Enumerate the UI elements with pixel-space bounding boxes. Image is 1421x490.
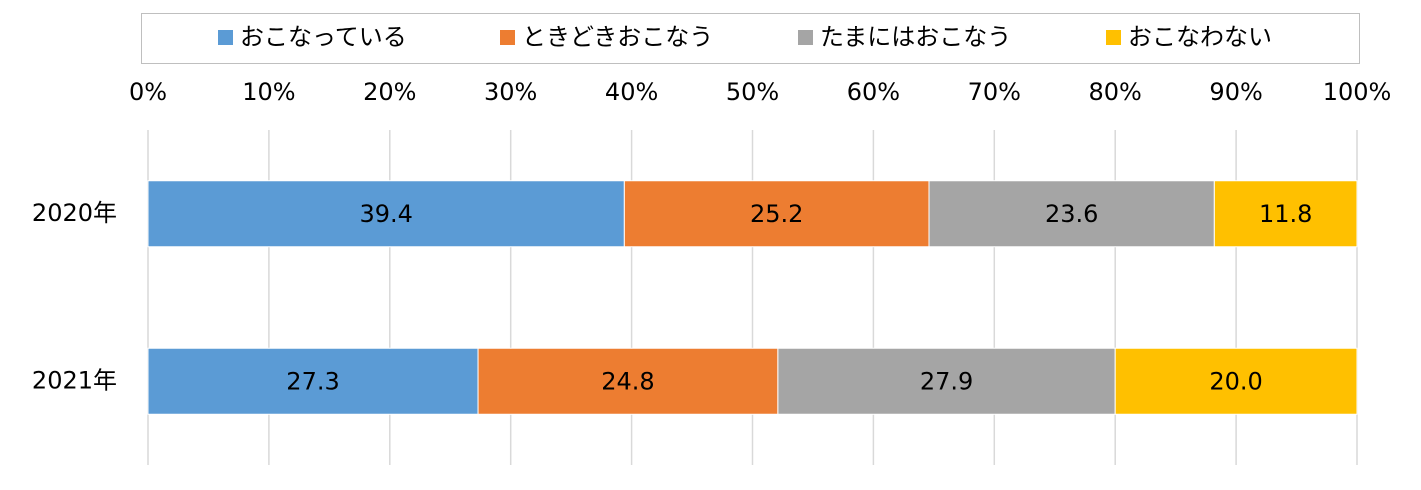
bar-data-label: 27.3 xyxy=(286,367,339,395)
x-tick-label: 0% xyxy=(129,78,167,106)
bar-segment xyxy=(623,180,930,248)
category-labels: 2020年 2021年 xyxy=(32,199,117,395)
legend-box xyxy=(141,13,1360,64)
bar-segment xyxy=(928,180,1215,248)
x-tick-label: 30% xyxy=(484,78,537,106)
bar-data-label: 20.0 xyxy=(1209,367,1262,395)
x-tick-label: 60% xyxy=(847,78,900,106)
bars: 39.4 25.2 23.6 11.8 27.3 24.8 27.9 20.0 xyxy=(147,180,1358,415)
bar-segment xyxy=(1213,180,1358,248)
bar-data-label: 11.8 xyxy=(1259,200,1312,228)
legend-label: ときどきおこなう xyxy=(522,23,713,51)
bar-segment xyxy=(147,347,479,415)
bar-data-label: 24.8 xyxy=(601,367,654,395)
legend-swatch xyxy=(1106,30,1121,45)
x-tick-label: 40% xyxy=(605,78,658,106)
bar-data-label: 27.9 xyxy=(920,367,973,395)
x-tick-label: 50% xyxy=(726,78,779,106)
legend-swatch xyxy=(798,30,813,45)
bar-data-label: 23.6 xyxy=(1045,200,1098,228)
x-tick-label: 80% xyxy=(1089,78,1142,106)
legend-swatch xyxy=(500,30,515,45)
legend-swatch xyxy=(218,30,233,45)
x-tick-label: 100% xyxy=(1323,78,1392,106)
bar-segment xyxy=(147,180,625,248)
bar-segment xyxy=(1114,347,1358,415)
legend: おこなっている ときどきおこなう たまにはおこなう おこなわない xyxy=(141,13,1360,64)
x-tick-label: 10% xyxy=(242,78,295,106)
bar-segment xyxy=(777,347,1116,415)
bar-data-label: 39.4 xyxy=(359,200,412,228)
category-label: 2021年 xyxy=(32,366,117,394)
legend-label: おこなわない xyxy=(1128,23,1272,51)
legend-label: たまにはおこなう xyxy=(820,23,1011,51)
category-label: 2020年 xyxy=(32,199,117,227)
x-tick-label: 70% xyxy=(968,78,1021,106)
x-tick-label: 20% xyxy=(363,78,416,106)
legend-label: おこなっている xyxy=(240,23,407,51)
bar-data-label: 25.2 xyxy=(750,200,803,228)
bar-segment xyxy=(477,347,779,415)
x-axis-tick-labels: 0% 10% 20% 30% 40% 50% 60% 70% 80% 90% 100% xyxy=(129,78,1391,106)
x-tick-label: 90% xyxy=(1209,78,1262,106)
